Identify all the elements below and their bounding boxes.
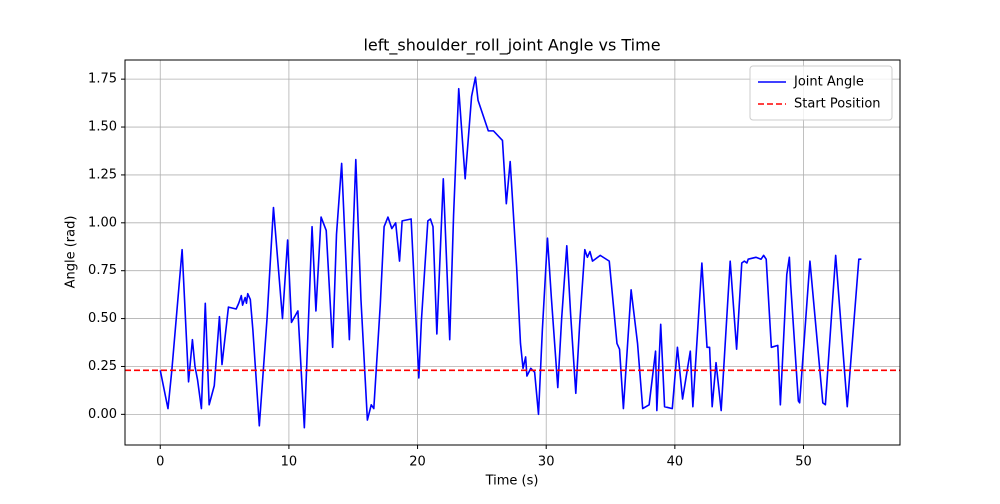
y-tick-label: 1.50 [88, 120, 117, 135]
x-tick-label: 10 [281, 455, 298, 470]
y-tick-label: 0.75 [88, 263, 117, 278]
chart-title: left_shoulder_roll_joint Angle vs Time [363, 36, 660, 56]
y-tick-label: 1.25 [88, 167, 117, 182]
x-tick-label: 50 [795, 455, 812, 470]
x-tick-label: 30 [538, 455, 555, 470]
legend-label: Joint Angle [793, 75, 864, 90]
x-tick-label: 20 [409, 455, 426, 470]
y-tick-label: 0.25 [88, 359, 117, 374]
x-tick-label: 0 [156, 455, 164, 470]
y-tick-label: 1.75 [88, 72, 117, 87]
plot-frame [124, 59, 901, 446]
x-axis-label: Time (s) [485, 474, 539, 489]
legend-box [749, 65, 893, 121]
x-tick-label: 40 [667, 455, 684, 470]
legend-label: Start Position [794, 97, 881, 112]
y-axis-label: Angle (rad) [64, 216, 79, 289]
y-tick-label: 0.00 [88, 407, 117, 422]
data-line [159, 76, 862, 429]
y-tick-label: 0.50 [88, 311, 117, 326]
y-tick-label: 1.00 [88, 215, 117, 230]
